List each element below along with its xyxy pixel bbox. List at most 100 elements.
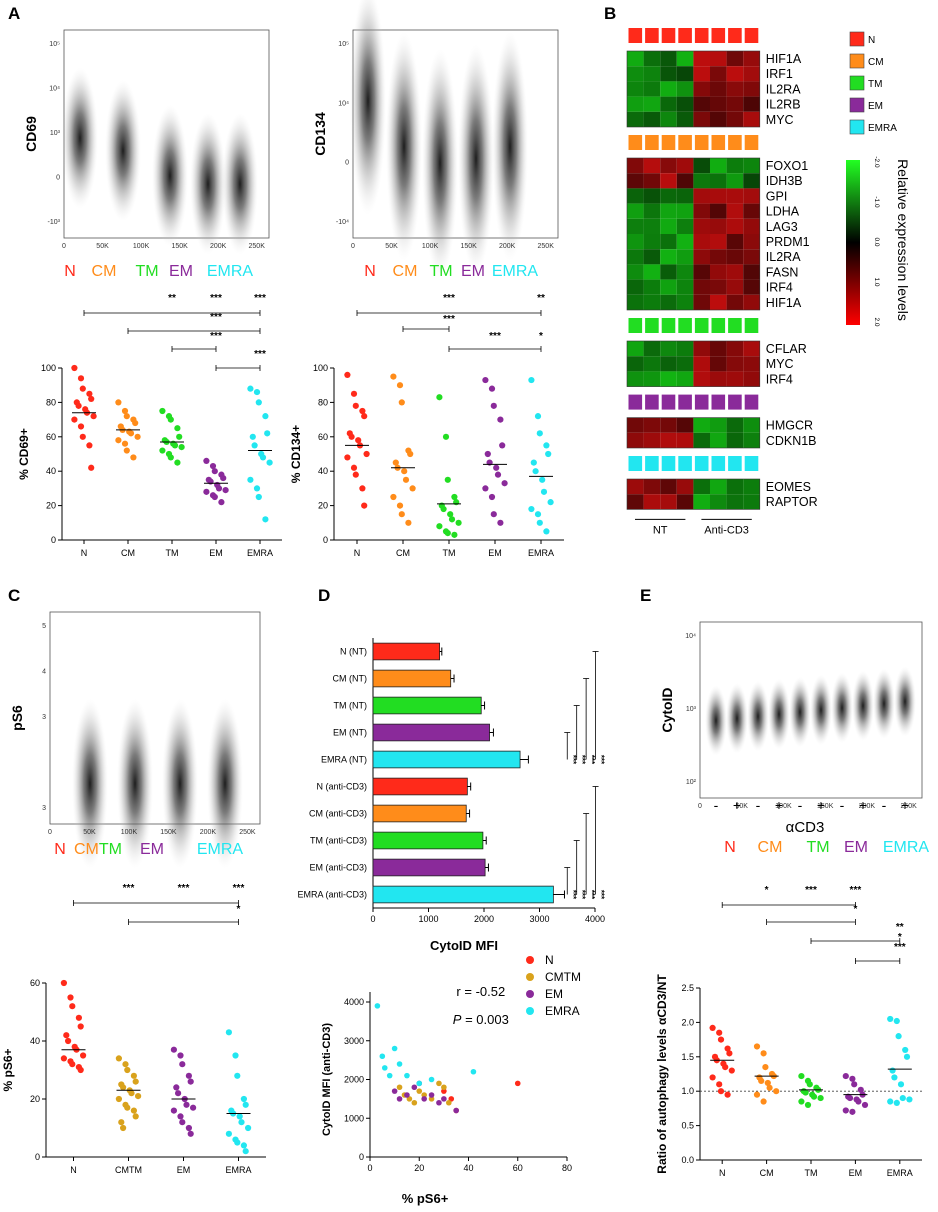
- data-point: [60, 1055, 67, 1062]
- heatmap-cell: [743, 218, 760, 234]
- data-point: [490, 511, 497, 518]
- treatment-sign: +: [859, 797, 867, 813]
- y-axis-title: % CD69+: [17, 428, 31, 480]
- group-label: NT: [653, 524, 668, 536]
- data-point: [416, 1080, 423, 1087]
- significance-stars: *: [853, 904, 857, 915]
- y-axis-title: % pS6+: [1, 1048, 15, 1091]
- data-point: [220, 474, 227, 482]
- gene-label: LDHA: [766, 205, 800, 219]
- heatmap-cell: [693, 51, 710, 67]
- legend-label: N: [545, 953, 554, 967]
- group-color-marker: [628, 135, 643, 150]
- density-blob: [422, 48, 458, 278]
- data-point: [225, 1130, 232, 1137]
- bar-category-label: EM (NT): [333, 728, 367, 738]
- gene-label: RAPTOR: [766, 495, 818, 509]
- x-tick-label: EMRA: [225, 1165, 251, 1175]
- legend-marker: [526, 1007, 534, 1015]
- x-tick-label: EM: [849, 1168, 863, 1178]
- significance-stars: ***: [233, 883, 245, 894]
- x-tick-label: 4000: [585, 914, 605, 924]
- heatmap-cell: [643, 341, 661, 357]
- density-blob: [190, 113, 226, 255]
- color-scale-tick: 2.0: [873, 317, 880, 326]
- legend-label: TM: [868, 79, 882, 90]
- heatmap-cell: [710, 494, 727, 510]
- data-point: [499, 442, 506, 449]
- population-label: EM: [461, 263, 485, 280]
- group-color-marker: [694, 28, 709, 43]
- data-point: [404, 1072, 410, 1079]
- data-point: [817, 1094, 824, 1102]
- heatmap-cell: [726, 479, 744, 495]
- significance-stars: *: [539, 331, 543, 342]
- data-point: [130, 1107, 137, 1114]
- data-point: [887, 1098, 894, 1105]
- population-label: CMTM: [74, 841, 122, 858]
- gene-label: FASN: [766, 265, 799, 279]
- x-tick-label: TM: [443, 548, 456, 558]
- heatmap-cell: [676, 66, 694, 82]
- gene-label: CFLAR: [766, 342, 807, 356]
- group-color-marker: [678, 318, 692, 333]
- heatmap-cell: [643, 51, 661, 67]
- data-point: [120, 1124, 127, 1132]
- data-point: [760, 1098, 767, 1105]
- data-point: [891, 1074, 898, 1081]
- data-point: [436, 394, 443, 401]
- heatmap-cell: [726, 66, 744, 82]
- bar: [372, 885, 554, 904]
- group-label: Anti-CD3: [704, 524, 749, 536]
- legend-swatch: [849, 97, 865, 113]
- data-point: [118, 1119, 125, 1126]
- data-point: [352, 471, 359, 478]
- population-label: N: [54, 841, 66, 858]
- data-point: [470, 1068, 477, 1075]
- data-point: [724, 1045, 731, 1052]
- population-label: N: [724, 839, 736, 856]
- significance-stars: ***: [850, 885, 862, 896]
- data-point: [893, 1099, 900, 1106]
- x-axis-title: % pS6+: [402, 1191, 449, 1206]
- group-color-marker: [744, 28, 759, 43]
- group-color-marker: [645, 28, 659, 43]
- heatmap-cell: [726, 294, 744, 310]
- density-blob: [62, 67, 98, 209]
- heatmap-cell: [627, 66, 644, 82]
- data-point: [115, 1055, 122, 1062]
- heatmap-cell: [643, 479, 661, 495]
- data-point: [179, 1119, 186, 1126]
- treatment-sign: -: [798, 797, 803, 813]
- heatmap-cell: [676, 371, 694, 387]
- heatmap-cell: [710, 96, 727, 112]
- data-point: [121, 407, 129, 415]
- data-point: [709, 1024, 716, 1032]
- heatmap-cell: [676, 51, 694, 67]
- data-point: [240, 1142, 247, 1149]
- x-tick-label: N: [354, 548, 361, 558]
- population-label: N: [64, 263, 76, 280]
- x-tick-label: 200K: [859, 803, 876, 810]
- data-point: [436, 1099, 442, 1106]
- x-tick-label: 100K: [133, 243, 150, 250]
- data-point: [159, 447, 166, 454]
- heatmap-cell: [710, 264, 727, 280]
- data-point: [488, 385, 496, 392]
- heatmap-cell: [660, 234, 677, 250]
- data-point: [234, 1072, 241, 1079]
- flow-y-axis-title: CytoID: [659, 687, 675, 732]
- data-point: [804, 1101, 812, 1109]
- heatmap-cell: [693, 432, 710, 448]
- heatmap-cell: [660, 417, 677, 433]
- density-blob: [458, 44, 494, 274]
- density-blob: [810, 674, 832, 746]
- data-point: [355, 437, 362, 444]
- x-tick-label: 20: [414, 1163, 424, 1173]
- data-point: [167, 454, 174, 461]
- group-color-marker: [711, 394, 726, 410]
- heatmap-cell: [660, 173, 677, 189]
- y-tick-label: 100: [313, 363, 328, 373]
- x-tick-label: 40: [463, 1163, 473, 1173]
- population-label: EMRA: [492, 263, 539, 280]
